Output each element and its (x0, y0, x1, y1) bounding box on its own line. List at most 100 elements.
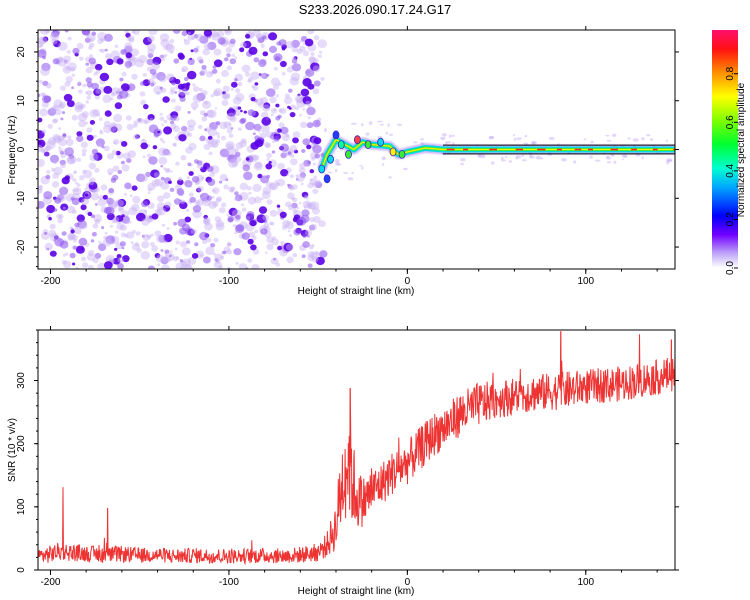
noise-blob (181, 68, 186, 73)
noise-blob (116, 223, 125, 230)
noise-blob (76, 135, 84, 143)
noise-blob (187, 125, 195, 132)
noise-blob (132, 195, 141, 204)
noise-blob (241, 64, 251, 73)
noise-blob (88, 42, 95, 48)
noise-blob (169, 90, 175, 95)
noise-blob (254, 229, 259, 234)
noise-blob (318, 220, 326, 228)
noise-blob (133, 120, 139, 126)
noise-blob (310, 52, 315, 56)
noise-blob (174, 78, 181, 85)
noise-blob (347, 177, 354, 181)
noise-blob (270, 113, 274, 117)
noise-blob (89, 120, 95, 125)
noise-blob (191, 36, 196, 40)
noise-blob (192, 205, 202, 213)
noise-blob (112, 257, 121, 265)
noise-blob (205, 71, 213, 78)
noise-blob (185, 209, 189, 212)
noise-blob (208, 151, 213, 156)
noise-blob (226, 128, 233, 134)
noise-blob (119, 241, 126, 247)
noise-blob (117, 257, 124, 263)
noise-blob (196, 185, 204, 192)
noise-blob (81, 148, 87, 153)
noise-blob (114, 44, 119, 48)
noise-blob (307, 251, 315, 258)
noise-blob (292, 63, 302, 72)
noise-blob (134, 134, 140, 139)
noise-blob (97, 143, 102, 148)
noise-blob (196, 56, 204, 62)
noise-blob (44, 232, 48, 235)
noise-blob (351, 172, 354, 175)
noise-blob (171, 81, 176, 86)
noise-blob (169, 254, 172, 258)
colorbar-tick-label: 0.8 (725, 66, 736, 80)
y-tick-label: -10 (16, 191, 27, 206)
noise-blob (51, 181, 60, 188)
noise-blob (204, 128, 208, 131)
noise-blob (309, 178, 318, 186)
noise-blob (70, 229, 75, 234)
noise-blob (256, 214, 267, 224)
noise-blob (251, 84, 256, 89)
noise-blob (275, 94, 280, 98)
noise-blob (149, 242, 155, 247)
noise-blob (153, 172, 160, 178)
noise-blob (221, 99, 229, 107)
noise-blob (147, 191, 151, 195)
noise-blob (605, 134, 610, 137)
noise-blob (286, 66, 294, 73)
noise-blob (85, 121, 89, 125)
noise-blob (302, 108, 306, 111)
noise-blob (53, 99, 63, 108)
noise-blob (216, 132, 220, 136)
noise-blob (491, 161, 495, 165)
noise-blob (262, 104, 271, 112)
noise-blob (123, 192, 127, 196)
noise-blob (104, 110, 112, 117)
noise-blob (128, 221, 132, 224)
noise-blob (277, 128, 282, 133)
noise-blob (158, 156, 168, 165)
noise-blob (156, 71, 166, 81)
noise-blob (245, 121, 255, 131)
noise-blob (264, 251, 268, 254)
noise-blob (318, 54, 322, 58)
noise-blob (62, 133, 67, 137)
noise-blob (203, 112, 208, 117)
noise-blob (81, 198, 89, 206)
noise-blob (529, 154, 533, 158)
noise-blob (460, 162, 464, 166)
noise-blob (164, 168, 171, 174)
chart-title: S233.2026.090.17.24.G17 (298, 2, 452, 17)
colorbar-tick-label: 0.2 (725, 212, 736, 226)
noise-blob (180, 155, 187, 161)
noise-blob (38, 144, 43, 153)
noise-blob (160, 256, 169, 265)
noise-blob (197, 124, 203, 130)
noise-blob (115, 150, 121, 156)
noise-blob (108, 124, 117, 133)
noise-blob (61, 111, 66, 115)
noise-blob (307, 202, 316, 210)
y-tick-label: 10 (16, 95, 27, 107)
noise-blob (259, 73, 266, 79)
noise-blob (157, 263, 160, 267)
noise-blob (285, 201, 292, 208)
noise-blob (641, 156, 644, 160)
noise-blob (158, 147, 168, 157)
noise-blob (250, 71, 260, 80)
noise-blob (208, 200, 218, 209)
x-tick-label: -100 (219, 577, 239, 588)
noise-blob (147, 53, 154, 59)
noise-blob (448, 134, 451, 138)
noise-blob (124, 60, 133, 68)
noise-blob (187, 241, 191, 244)
noise-blob (162, 192, 171, 199)
noise-blob (41, 149, 46, 154)
noise-blob (99, 48, 103, 53)
noise-blob (150, 82, 155, 87)
